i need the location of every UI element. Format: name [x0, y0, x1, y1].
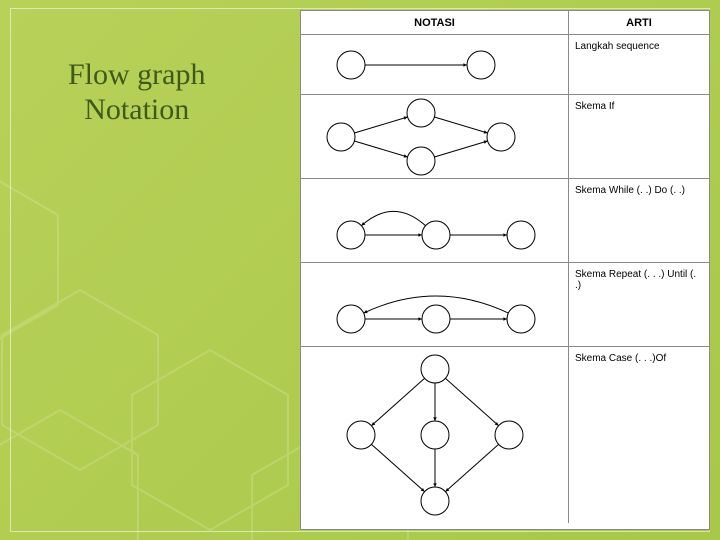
diagram-cell	[301, 179, 569, 262]
slide-title-line1: Flow graph	[68, 58, 206, 91]
row-label: Skema If	[569, 95, 709, 178]
row-label: Skema Case (. . .)Of	[569, 347, 709, 523]
diagram-cell	[301, 95, 569, 178]
flow-diagram-sequence	[301, 35, 569, 95]
table-row: Skema If	[301, 95, 709, 179]
row-label: Skema While (. .) Do (. .)	[569, 179, 709, 262]
slide-title: Flow graph Notation	[68, 58, 206, 127]
diagram-cell	[301, 263, 569, 346]
diagram-cell	[301, 347, 569, 523]
flow-diagram-case	[301, 347, 569, 523]
table-header: NOTASI ARTI	[301, 11, 709, 35]
row-label: Langkah sequence	[569, 35, 709, 94]
table-row: Langkah sequence	[301, 35, 709, 95]
slide-title-line2: Notation	[84, 93, 189, 126]
table-row: Skema Repeat (. . .) Until (. .)	[301, 263, 709, 347]
header-arti: ARTI	[569, 11, 709, 35]
table-body: Langkah sequenceSkema IfSkema While (. .…	[301, 35, 709, 523]
notation-table: NOTASI ARTI Langkah sequenceSkema IfSkem…	[300, 10, 710, 530]
row-label: Skema Repeat (. . .) Until (. .)	[569, 263, 709, 346]
flow-diagram-while	[301, 179, 569, 263]
flow-diagram-if	[301, 95, 569, 179]
diagram-cell	[301, 35, 569, 94]
table-row: Skema Case (. . .)Of	[301, 347, 709, 523]
table-row: Skema While (. .) Do (. .)	[301, 179, 709, 263]
header-notasi: NOTASI	[301, 11, 569, 35]
flow-diagram-repeat	[301, 263, 569, 347]
